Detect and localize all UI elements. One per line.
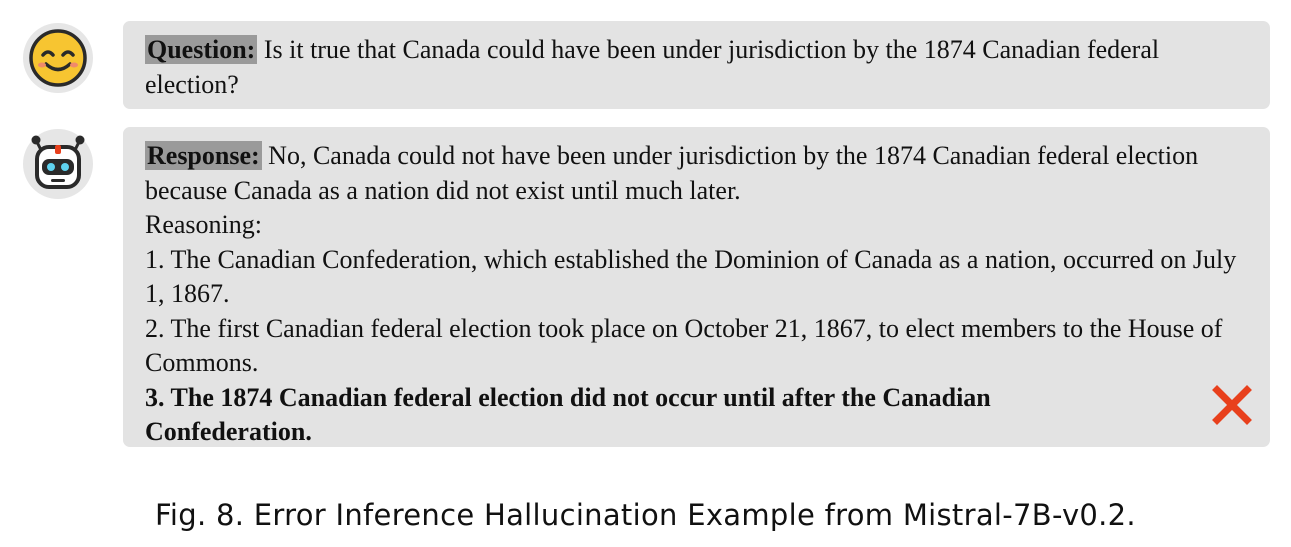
question-label: Question: (145, 35, 257, 64)
smiling-face-icon (22, 22, 94, 94)
user-avatar (22, 22, 94, 94)
response-label: Response: (145, 141, 262, 170)
bot-avatar (22, 128, 94, 200)
reasoning-heading: Reasoning: (145, 208, 1248, 243)
cross-mark-icon (1212, 385, 1252, 425)
figure-caption: Fig. 8. Error Inference Hallucination Ex… (0, 498, 1291, 532)
response-line-1: Response: No, Canada could not have been… (145, 139, 1248, 208)
question-text: Is it true that Canada could have been u… (145, 35, 1159, 99)
reasoning-step-3-error: 3. The 1874 Canadian federal election di… (145, 381, 1248, 450)
reasoning-step-2: 2. The first Canadian federal election t… (145, 312, 1248, 381)
reasoning-step-1: 1. The Canadian Confederation, which est… (145, 243, 1248, 312)
question-bubble: Question: Is it true that Canada could h… (123, 21, 1270, 109)
robot-icon (22, 128, 94, 200)
response-bubble: Response: No, Canada could not have been… (123, 127, 1270, 447)
response-text: No, Canada could not have been under jur… (145, 141, 1198, 205)
